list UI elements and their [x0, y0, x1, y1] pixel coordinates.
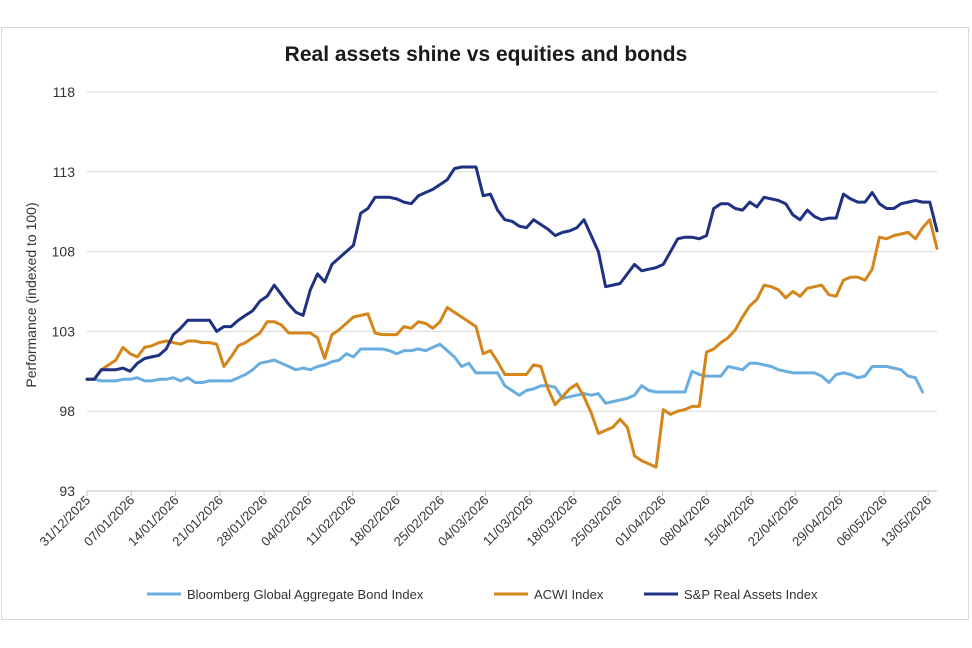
y-tick-label: 103: [52, 323, 76, 339]
y-axis-label: Performance (indexed to 100): [23, 202, 39, 387]
y-tick-labels: 93 98 103 108 113 118: [52, 84, 76, 499]
x-tick-labels: 31/12/202507/01/202614/01/202621/01/2026…: [36, 493, 934, 550]
series-lines: [85, 165, 939, 469]
legend-label-2: S&P Real Assets Index: [684, 587, 818, 602]
y-tick-label: 98: [59, 403, 75, 419]
legend-label-0: Bloomberg Global Aggregate Bond Index: [187, 587, 424, 602]
series-line-2: [85, 165, 939, 381]
legend-label-1: ACWI Index: [534, 587, 604, 602]
series-line-0: [85, 342, 925, 405]
chart-frame: [1, 27, 969, 620]
y-tick-label: 108: [52, 244, 76, 260]
series-line-1: [85, 218, 939, 469]
y-tick-label: 118: [53, 84, 76, 100]
axes: [86, 490, 937, 496]
gridlines: [87, 91, 937, 492]
legend: Bloomberg Global Aggregate Bond Index ACW…: [147, 587, 818, 602]
y-tick-label: 93: [59, 483, 75, 499]
chart-title: Real assets shine vs equities and bonds: [284, 43, 688, 66]
y-tick-label: 113: [53, 164, 76, 180]
